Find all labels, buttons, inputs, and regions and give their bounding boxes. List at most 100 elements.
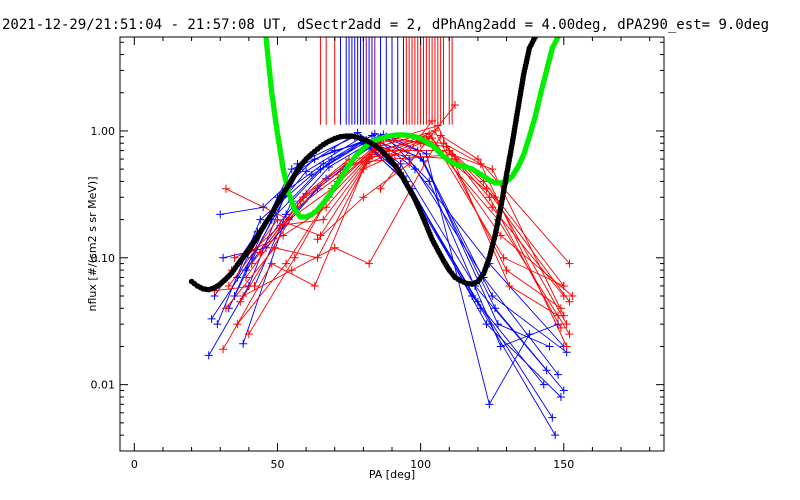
data-point — [502, 266, 511, 275]
y-axis-label: nflux [#/(cm2 s sr MeV)] — [86, 177, 99, 312]
data-point — [302, 167, 311, 176]
data-point — [436, 131, 445, 140]
data-point — [216, 210, 225, 219]
data-point — [445, 146, 454, 155]
data-point — [267, 259, 276, 268]
data-point — [219, 345, 228, 354]
marker-lines — [319, 37, 453, 125]
data-point — [221, 304, 230, 313]
data-point — [556, 304, 565, 313]
x-tick-label: 100 — [410, 458, 431, 471]
data-point — [230, 291, 239, 300]
data-point — [488, 291, 497, 300]
data-point — [539, 380, 548, 389]
data-point — [327, 155, 336, 164]
data-point — [425, 177, 434, 186]
data-point — [476, 159, 485, 168]
data-point — [359, 193, 368, 202]
data-point — [370, 129, 379, 138]
data-point — [556, 392, 565, 401]
axes-layer: 0 50 100 150 0.01 0.10 1.00 — [91, 37, 664, 471]
data-point — [559, 386, 568, 395]
plot-area — [188, 37, 577, 440]
data-point — [485, 193, 494, 202]
data-point — [385, 146, 394, 155]
data-point — [405, 159, 414, 168]
data-point — [241, 273, 250, 282]
data-point — [244, 330, 253, 339]
green-fit-curve — [263, 37, 561, 220]
data-point — [330, 146, 339, 155]
data-point — [213, 320, 222, 329]
data-point — [256, 215, 265, 224]
data-point — [396, 159, 405, 168]
data-point — [233, 320, 242, 329]
data-point — [450, 101, 459, 110]
data-point — [482, 320, 491, 329]
data-point — [310, 281, 319, 290]
data-point — [554, 311, 563, 320]
data-point — [493, 320, 502, 329]
data-point — [488, 165, 497, 174]
data-point — [219, 253, 228, 262]
data-point — [488, 203, 497, 212]
data-point — [568, 291, 577, 300]
data-point — [287, 165, 296, 174]
data-point — [247, 259, 256, 268]
data-point — [548, 413, 557, 422]
data-point — [565, 259, 574, 268]
data-point — [565, 330, 574, 339]
data-point — [241, 266, 250, 275]
data-point — [545, 342, 554, 351]
data-point — [496, 342, 505, 351]
data-point — [473, 297, 482, 306]
data-point — [562, 342, 571, 351]
data-point — [482, 184, 491, 193]
series-line — [222, 146, 562, 398]
y-tick-label: 1.00 — [91, 125, 116, 138]
data-point — [221, 184, 230, 193]
data-point — [290, 253, 299, 262]
data-point — [319, 159, 328, 168]
data-point — [554, 370, 563, 379]
data-point — [239, 291, 248, 300]
data-point — [390, 150, 399, 159]
data-point — [207, 314, 216, 323]
data-point — [565, 297, 574, 306]
data-point — [499, 253, 508, 262]
curve-point — [555, 37, 561, 40]
data-point — [330, 243, 339, 252]
data-point — [376, 184, 385, 193]
data-point — [556, 323, 565, 332]
data-point — [562, 320, 571, 329]
data-point — [204, 351, 213, 360]
data-point — [473, 155, 482, 164]
x-tick-label: 50 — [270, 458, 284, 471]
data-point — [505, 281, 514, 290]
data-point — [236, 297, 245, 306]
data-point — [282, 259, 291, 268]
data-point — [425, 129, 434, 138]
data-point — [273, 215, 282, 224]
data-point — [428, 116, 437, 125]
y-tick-label: 0.10 — [91, 252, 116, 265]
x-tick-label: 150 — [553, 458, 574, 471]
series-line — [380, 120, 433, 190]
data-point — [491, 304, 500, 313]
x-tick-label: 0 — [131, 458, 138, 471]
data-point — [256, 248, 265, 257]
data-point — [313, 235, 322, 244]
series-line — [259, 154, 565, 297]
data-point — [551, 431, 560, 440]
series-line — [208, 136, 545, 385]
data-point — [319, 215, 328, 224]
data-point — [239, 339, 248, 348]
black-fit-curve — [188, 37, 538, 293]
data-point — [496, 231, 505, 240]
data-point — [433, 121, 442, 130]
y-tick-label: 0.01 — [91, 379, 116, 392]
data-point — [365, 259, 374, 268]
data-point — [302, 189, 311, 198]
data-point — [559, 281, 568, 290]
